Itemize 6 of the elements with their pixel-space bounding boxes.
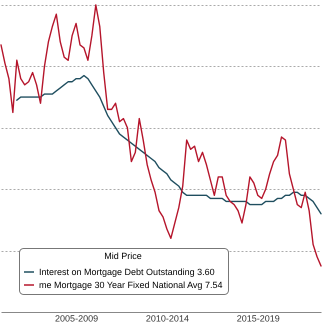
- x-tick-label: 2015-2019: [236, 314, 280, 323]
- legend-label: me Mortgage 30 Year Fixed National Avg 7.54: [39, 280, 222, 290]
- legend-label: Interest on Mortgage Debt Outstanding 3.60: [39, 267, 215, 277]
- legend-title: Mid Price: [104, 251, 142, 261]
- x-tick-label: 2010-2014: [146, 314, 189, 323]
- x-tick-label: 2005-2009: [55, 314, 98, 323]
